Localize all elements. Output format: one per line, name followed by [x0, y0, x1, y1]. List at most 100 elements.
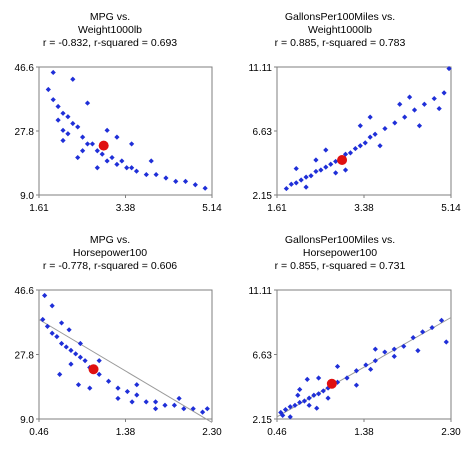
data-point [49, 330, 55, 336]
chart-title-line: Horsepower100 [303, 247, 377, 259]
data-point [134, 392, 140, 398]
data-point [323, 164, 329, 170]
data-point [323, 147, 329, 153]
data-point [306, 402, 312, 408]
y-tick-label: 6.63 [253, 127, 273, 138]
data-point [104, 127, 110, 133]
data-point [182, 178, 189, 184]
chart-title-line: GallonsPer100Miles vs. [285, 234, 395, 246]
data-point [416, 123, 423, 129]
data-point [303, 174, 309, 180]
data-point [316, 375, 322, 381]
data-point [288, 181, 294, 187]
x-tick-label: 3.38 [354, 203, 374, 214]
trend-line [38, 319, 213, 423]
data-point [75, 382, 82, 388]
chart-title-line: r = -0.832, r-squared = 0.693 [43, 37, 177, 49]
data-point [60, 110, 66, 116]
data-point [70, 76, 76, 82]
data-point [314, 405, 320, 411]
chart-title-line: Horsepower100 [73, 247, 147, 259]
data-point [109, 154, 115, 161]
data-point [204, 406, 210, 412]
data-point [114, 134, 120, 140]
data-point [295, 392, 301, 398]
data-point [87, 385, 93, 391]
chart-title-line: r = -0.778, r-squared = 0.606 [43, 260, 177, 272]
y-tick-label: 2.15 [253, 191, 273, 202]
data-point [347, 150, 354, 156]
data-point [50, 69, 56, 76]
data-point [176, 395, 182, 402]
data-point [105, 378, 112, 384]
data-point [163, 175, 169, 181]
data-point [65, 131, 71, 137]
data-point [278, 409, 284, 416]
data-point [357, 123, 363, 129]
data-point [119, 158, 125, 164]
data-point [114, 161, 120, 167]
data-point [367, 114, 373, 120]
plot-area [38, 66, 213, 196]
x-tick-label: 0.46 [29, 427, 49, 438]
data-point [94, 165, 100, 171]
data-point [42, 292, 48, 299]
data-point [325, 395, 331, 401]
y-tick-label: 9.0 [20, 191, 34, 202]
data-point [152, 399, 159, 405]
data-point [84, 141, 91, 147]
y-tick-label: 46.6 [15, 63, 35, 74]
data-point [392, 120, 398, 126]
data-point [421, 101, 427, 107]
y-tick-label: 2.15 [253, 415, 273, 426]
data-point [129, 399, 135, 405]
plot-area [38, 289, 213, 420]
data-point [280, 412, 286, 419]
data-point [181, 406, 187, 412]
data-point [313, 157, 319, 163]
data-point [391, 353, 397, 359]
data-point [372, 346, 378, 352]
data-point [438, 317, 445, 323]
data-point [292, 402, 298, 408]
y-tick-label: 9.0 [20, 415, 34, 426]
x-tick-label: 1.38 [354, 427, 374, 438]
data-point [293, 165, 299, 172]
data-point [54, 334, 60, 340]
chart-title-line: MPG vs. [90, 11, 130, 23]
data-point [133, 168, 140, 174]
data-point [411, 107, 418, 113]
y-tick-label: 6.63 [253, 351, 273, 362]
data-point [353, 368, 360, 374]
mean-point-marker [326, 378, 337, 389]
data-point [171, 402, 177, 408]
data-point [342, 167, 349, 173]
data-point [192, 182, 198, 188]
data-point [58, 340, 65, 347]
data-point [353, 382, 360, 388]
data-point [124, 165, 130, 171]
y-tick-label: 27.8 [15, 351, 35, 362]
data-point [303, 184, 309, 190]
data-point [49, 303, 55, 309]
data-point [328, 161, 334, 167]
data-point [420, 329, 426, 335]
data-point [431, 95, 437, 102]
data-point [325, 385, 331, 391]
data-point [80, 148, 86, 154]
data-point [115, 385, 121, 391]
mean-point-marker [88, 364, 99, 375]
plot-area [276, 66, 452, 196]
data-point [304, 376, 310, 383]
data-point [410, 335, 416, 341]
data-point [55, 117, 61, 123]
plot-area [276, 289, 452, 420]
data-point [287, 404, 293, 410]
chart-title-line: r = 0.855, r-squared = 0.731 [275, 260, 406, 272]
data-point [96, 358, 102, 364]
data-point [129, 141, 135, 147]
data-point [50, 97, 56, 103]
data-point [57, 371, 63, 377]
y-tick-label: 11.11 [248, 286, 272, 297]
